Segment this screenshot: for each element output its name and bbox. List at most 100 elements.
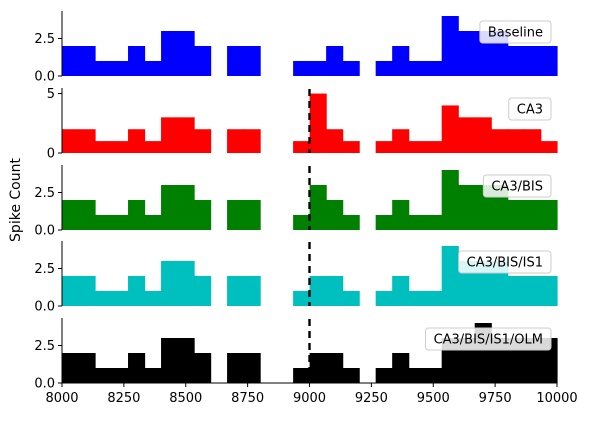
- histogram-bar: [458, 185, 476, 230]
- histogram-bar: [194, 353, 212, 383]
- histogram-bar: [194, 276, 212, 306]
- histogram-bar: [62, 46, 80, 76]
- legend-box: [458, 250, 552, 274]
- histogram-bar: [177, 261, 195, 306]
- histogram-bar: [326, 353, 344, 383]
- histogram-bar: [62, 129, 80, 153]
- x-tick-label: 8750: [231, 391, 264, 406]
- histogram-bar: [128, 276, 146, 306]
- histogram-bar: [144, 291, 162, 306]
- histogram-bar: [177, 117, 195, 153]
- histogram-bar: [441, 246, 459, 306]
- histogram-bar: [375, 215, 393, 230]
- histogram-bar: [309, 276, 327, 306]
- histogram-bar: [144, 141, 162, 153]
- histogram-bar: [309, 93, 327, 153]
- histogram-bar: [111, 291, 129, 306]
- histogram-bar: [425, 215, 443, 230]
- histogram-bar: [161, 338, 179, 383]
- histogram-bar: [540, 46, 558, 76]
- histogram-bar: [392, 200, 410, 230]
- panel-4: 0.0 2.5 CA3/BIS/IS1: [34, 241, 558, 315]
- histogram-bar: [62, 200, 80, 230]
- histogram-bar: [243, 276, 261, 306]
- histogram-bar: [227, 46, 245, 76]
- x-tick-label: 8000: [45, 391, 78, 406]
- histogram-bar: [540, 141, 558, 153]
- histogram-bar: [144, 61, 162, 76]
- histogram-bar: [243, 46, 261, 76]
- histogram-bar: [425, 141, 443, 153]
- histogram-bar: [458, 117, 476, 153]
- histogram-bar: [408, 291, 426, 306]
- histogram-bar: [375, 368, 393, 383]
- histogram-bar: [326, 200, 344, 230]
- y-tick-label: 0.0: [34, 224, 55, 239]
- histogram-bar: [144, 368, 162, 383]
- histogram-bar: [326, 46, 344, 76]
- histogram-bar: [161, 117, 179, 153]
- histogram-bar: [177, 185, 195, 230]
- legend-label: CA3: [517, 103, 543, 118]
- y-tick-label: 2.5: [34, 186, 55, 201]
- histogram-bar: [342, 368, 360, 383]
- histogram-bar: [425, 368, 443, 383]
- panels-layer: 0.0 2.5 Baseline 0 5 CA3 0.0 2.5 CA3/BIS 0.0 2.5 CA…: [34, 11, 578, 406]
- histogram-bar: [425, 291, 443, 306]
- histogram-bar: [128, 200, 146, 230]
- histogram-bar: [78, 200, 96, 230]
- histogram-bar: [78, 46, 96, 76]
- panel-2: 0 5 CA3: [47, 87, 558, 162]
- histogram-bar: [111, 215, 129, 230]
- histogram-bar: [524, 46, 542, 76]
- y-axis-label: Spike Count: [8, 158, 24, 242]
- histogram-bar: [441, 16, 459, 76]
- histogram-bar: [408, 61, 426, 76]
- histogram-bar: [540, 276, 558, 306]
- histogram-bar: [309, 61, 327, 76]
- histogram-bar: [243, 353, 261, 383]
- histogram-bar: [62, 353, 80, 383]
- histogram-bar: [392, 353, 410, 383]
- panel-5: 0.0 2.5 CA3/BIS/IS1/OLM: [34, 318, 558, 392]
- histogram-bar: [375, 141, 393, 153]
- histogram-bar: [177, 31, 195, 76]
- histogram-bar: [293, 291, 311, 306]
- histogram-bar: [227, 129, 245, 153]
- histogram-bar: [194, 46, 212, 76]
- legend-label: CA3/BIS: [491, 180, 543, 195]
- histogram-bar: [111, 368, 129, 383]
- histogram-bar: [161, 31, 179, 76]
- histogram-bar: [161, 261, 179, 306]
- histogram-bar: [507, 200, 525, 230]
- histogram-bar: [194, 200, 212, 230]
- histogram-bar: [392, 46, 410, 76]
- histogram-bar: [95, 141, 113, 153]
- histogram-bar: [524, 129, 542, 153]
- panel-1: 0.0 2.5 Baseline: [34, 11, 558, 85]
- y-tick-label: 0: [47, 147, 55, 162]
- histogram-bar: [524, 276, 542, 306]
- x-tick-label: 9250: [355, 391, 388, 406]
- y-tick-label: 0.0: [34, 300, 55, 315]
- histogram-bar: [78, 353, 96, 383]
- histogram-bar: [62, 276, 80, 306]
- histogram-bar: [95, 368, 113, 383]
- panel-3: 0.0 2.5 CA3/BIS: [34, 165, 558, 239]
- x-tick-label: 9500: [417, 391, 450, 406]
- histogram-bar: [425, 61, 443, 76]
- histogram-bar: [243, 200, 261, 230]
- y-tick-label: 2.5: [34, 32, 55, 47]
- legend-box: [479, 20, 552, 44]
- histogram-bar: [326, 276, 344, 306]
- histogram-bar: [474, 117, 492, 153]
- legend-label: Baseline: [488, 26, 543, 41]
- histogram-bar: [458, 31, 476, 76]
- histogram-bar: [375, 291, 393, 306]
- histogram-bar: [111, 141, 129, 153]
- histogram-bar: [507, 46, 525, 76]
- histogram-bar: [128, 353, 146, 383]
- histogram-bar: [408, 368, 426, 383]
- y-tick-label: 2.5: [34, 339, 55, 354]
- histogram-bar: [507, 129, 525, 153]
